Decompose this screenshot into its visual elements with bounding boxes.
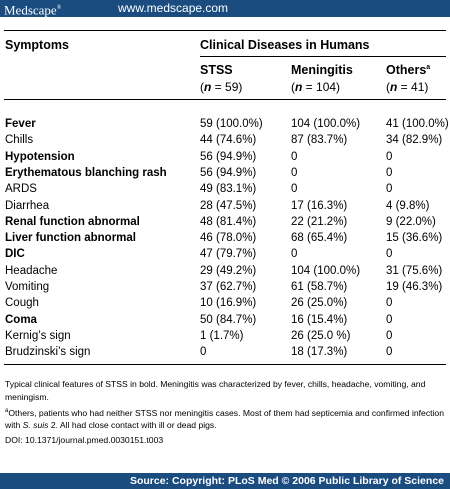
stss-cell: 49 (83.1%) [200,183,257,196]
meningitis-cell: 0 [291,166,298,179]
others-cell: 31 (75.6%) [386,264,443,277]
medscape-header-bar: Medscape® www.medscape.com [0,0,450,17]
meningitis-column-header: Meningitis [291,63,353,77]
meningitis-cell: 0 [291,183,298,196]
table-row: Fever 59 (100.0%) 104 (100.0%) 41 (100.0%) [0,117,450,132]
meningitis-cell: 104 (100.0%) [291,264,361,277]
others-cell: 41 (100.0%) [386,118,449,130]
symptom-cell: Brudzinski’s sign [5,346,91,359]
stss-n-count: (n = 59) [200,80,243,94]
symptom-cell: Erythematous blanching rash [5,166,167,179]
table-row: Liver function abnormal 46 (78.0%) 68 (65.… [0,231,450,246]
symptom-cell: ARDS [5,183,37,196]
table-row: Chills 44 (74.6%) 87 (83.7%) 34 (82.9%) [0,133,450,148]
meningitis-cell: 104 (100.0%) [291,118,361,130]
others-cell: 0 [386,166,393,179]
table-row: Cough 10 (16.9%) 26 (25.0%) 0 [0,296,450,311]
stss-cell: 29 (49.2%) [200,264,257,277]
table-row: Erythematous blanching rash 56 (94.9%) 0 0 [0,166,450,181]
symptoms-column-header: Symptoms [5,38,69,52]
header-bottom-rule [4,99,446,100]
table-row: DIC 47 (79.7%) 0 0 [0,247,450,262]
others-cell: 0 [386,183,393,196]
table-row: Headache 29 (49.2%) 104 (100.0%) 31 (75.6%) [0,264,450,279]
others-cell: 0 [386,313,393,326]
table-top-rule [4,30,446,31]
others-cell: 0 [386,297,393,310]
symptom-cell: Vomiting [5,281,50,293]
stss-cell: 59 (100.0%) [200,118,263,130]
table-row: Coma 50 (84.7%) 16 (15.4%) 0 [0,313,450,328]
others-cell: 0 [386,150,393,163]
site-url[interactable]: www.medscape.com [118,1,229,15]
symptom-cell: DIC [5,248,25,261]
meningitis-cell: 0 [291,248,298,261]
stss-cell: 44 (74.6%) [200,134,257,147]
others-cell: 15 (36.6%) [386,232,443,245]
others-cell: 0 [386,346,393,359]
table-row: ARDS 49 (83.1%) 0 0 [0,182,450,197]
symptom-cell: Hypotension [5,150,75,163]
stss-cell: 28 (47.5%) [200,199,257,212]
stss-column-header: STSS [200,63,233,77]
stss-cell: 56 (94.9%) [200,166,257,179]
table-row: Hypotension 56 (94.9%) 0 0 [0,150,450,165]
others-cell: 9 (22.0%) [386,215,436,228]
stss-cell: 10 (16.9%) [200,297,257,310]
table-row: Brudzinski’s sign 0 18 (17.3%) 0 [0,345,450,360]
stss-cell: 48 (81.4%) [200,215,257,228]
others-cell: 0 [386,248,393,261]
meningitis-cell: 22 (21.2%) [291,215,348,228]
symptom-cell: Diarrhea [5,199,50,212]
others-cell: 19 (46.3%) [386,281,443,293]
meningitis-cell: 18 (17.3%) [291,346,348,359]
symptom-cell: Liver function abnormal [5,232,136,245]
group-header-rule [200,56,446,57]
meningitis-cell: 61 (58.7%) [291,281,348,293]
symptom-cell: Renal function abnormal [5,215,140,228]
stss-cell: 50 (84.7%) [200,313,257,326]
stss-cell: 37 (62.7%) [200,281,257,293]
symptom-cell: Chills [5,134,34,147]
footnote-others: aOthers, patients who had neither STSS n… [5,407,444,431]
table-row: Renal function abnormal 48 (81.4%) 22 (21.… [0,215,450,230]
meningitis-cell: 17 (16.3%) [291,199,348,212]
meningitis-cell: 26 (25.0%) [291,297,348,310]
source-bar: Source: Copyright: PLoS Med © 2006 Publi… [0,473,450,489]
others-cell: 0 [386,329,393,342]
meningitis-cell: 68 (65.4%) [291,232,348,245]
footnote-bold-legend: Typical clinical features of STSS in bol… [5,379,426,402]
doi-text: DOI: 10.1371/journal.pmed.0030151.t003 [5,434,164,445]
stss-cell: 0 [200,346,207,359]
table-row: Vomiting 37 (62.7%) 61 (58.7%) 19 (46.3%) [0,280,450,295]
table-row: Diarrhea 28 (47.5%) 17 (16.3%) 4 (9.8%) [0,199,450,214]
symptom-cell: Coma [5,313,37,326]
meningitis-cell: 87 (83.7%) [291,134,348,147]
others-n-count: (n = 41) [386,80,429,94]
symptom-cell: Headache [5,264,58,277]
clinical-diseases-group-header: Clinical Diseases in Humans [200,38,370,52]
table-footnotes: Typical clinical features of STSS in bol… [5,378,445,448]
meningitis-cell: 0 [291,150,298,163]
symptom-cell: Fever [5,118,36,130]
source-text: Source: Copyright: PLoS Med © 2006 Publi… [129,475,444,487]
others-column-header: Othersa [386,63,431,77]
others-cell: 4 (9.8%) [386,199,430,212]
others-cell: 34 (82.9%) [386,134,443,147]
stss-cell: 47 (79.7%) [200,248,257,261]
medscape-logo: Medscape® [4,2,62,18]
meningitis-n-count: (n = 104) [291,80,341,94]
symptom-cell: Kernig’s sign [5,329,71,342]
meningitis-cell: 26 (25.0 %) [291,329,351,342]
stss-cell: 56 (94.9%) [200,150,257,163]
table-row: Kernig’s sign 1 (1.7%) 26 (25.0 %) 0 [0,329,450,344]
stss-cell: 1 (1.7%) [200,329,244,342]
meningitis-cell: 16 (15.4%) [291,313,348,326]
symptom-cell: Cough [5,297,39,310]
stss-cell: 46 (78.0%) [200,232,257,245]
table-bottom-rule [4,364,446,365]
